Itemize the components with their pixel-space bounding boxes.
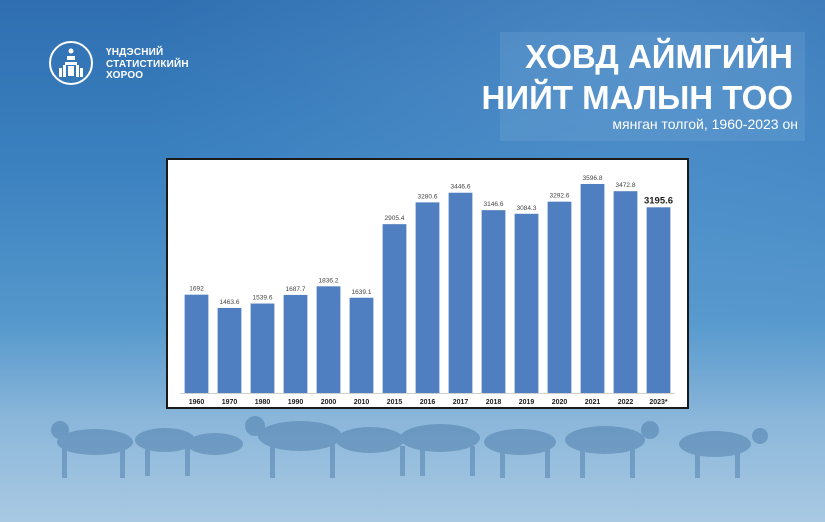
bar-2010	[349, 297, 374, 393]
title-line: ХОВД АЙМГИЙН	[525, 38, 793, 75]
data-label: 3292.6	[550, 193, 570, 200]
data-label: 1639.1	[352, 289, 372, 296]
organization-name: ҮНДЭСНИЙ СТАТИСТИКИЙН ХОРОО	[106, 47, 226, 82]
data-label: 3472.8	[616, 182, 636, 189]
org-name-line: ҮНДЭСНИЙ	[106, 47, 164, 58]
horse-herd-silhouette	[51, 416, 768, 478]
bar-1960	[184, 294, 209, 393]
x-tick-label: 2023*	[649, 399, 668, 406]
bar-1970	[217, 307, 242, 393]
x-tick-label: 2021	[585, 399, 601, 406]
data-label: 1539.6	[253, 295, 273, 302]
bar-2017	[448, 192, 473, 393]
data-label: 3084.3	[517, 205, 537, 212]
x-tick-label: 1960	[189, 399, 205, 406]
x-tick-label: 2019	[519, 399, 535, 406]
x-tick-label: 1980	[255, 399, 271, 406]
page-subtitle: мянган толгой, 1960-2023 он	[612, 116, 798, 132]
x-tick-label: 2000	[321, 399, 337, 406]
x-tick-label: 1990	[288, 399, 304, 406]
nso-logo	[49, 41, 93, 85]
chart-panel: 1692 1960 1463.6 1970 1539.6 1980 1687.7 1990 18…	[166, 158, 689, 409]
bar-2023	[646, 207, 671, 393]
title-line: НИЙТ МАЛЫН ТОО	[481, 79, 793, 116]
bar-1980	[250, 303, 275, 393]
x-tick-label: 2020	[552, 399, 568, 406]
bar-2021	[580, 184, 605, 393]
bar-2018	[481, 210, 506, 393]
data-label: 1463.6	[220, 299, 240, 306]
org-name-line: СТАТИСТИКИЙН	[106, 58, 189, 70]
data-label: 3146.6	[484, 201, 504, 208]
x-tick-label: 1970	[222, 399, 238, 406]
title-panel	[500, 32, 805, 141]
bar-2000	[316, 286, 341, 393]
bar-chart: 1692 1960 1463.6 1970 1539.6 1980 1687.7 1990 18…	[180, 175, 675, 406]
page-title: ХОВД АЙМГИЙН НИЙТ МАЛЫН ТОО	[473, 36, 793, 118]
data-label: 2905.4	[385, 215, 405, 222]
bar-2016	[415, 202, 440, 393]
x-tick-label: 2015	[387, 399, 403, 406]
data-label: 1836.2	[319, 277, 339, 284]
x-tick-label: 2010	[354, 399, 370, 406]
x-tick-label: 2022	[618, 399, 634, 406]
data-label: 3596.8	[583, 175, 603, 182]
data-label: 3195.6	[644, 195, 673, 206]
data-label: 3280.6	[418, 193, 438, 200]
bar-2022	[613, 191, 638, 393]
x-tick-label: 2017	[453, 399, 469, 406]
bar-2015	[382, 224, 407, 393]
org-name-line: ХОРОО	[106, 70, 144, 81]
bar-2020	[547, 201, 572, 393]
bar-1990	[283, 294, 308, 393]
data-label: 1692	[189, 286, 204, 293]
data-label: 3446.6	[451, 184, 471, 191]
bar-2019	[514, 213, 539, 393]
x-tick-label: 2016	[420, 399, 436, 406]
data-label: 1687.7	[286, 286, 306, 293]
x-tick-label: 2018	[486, 399, 502, 406]
